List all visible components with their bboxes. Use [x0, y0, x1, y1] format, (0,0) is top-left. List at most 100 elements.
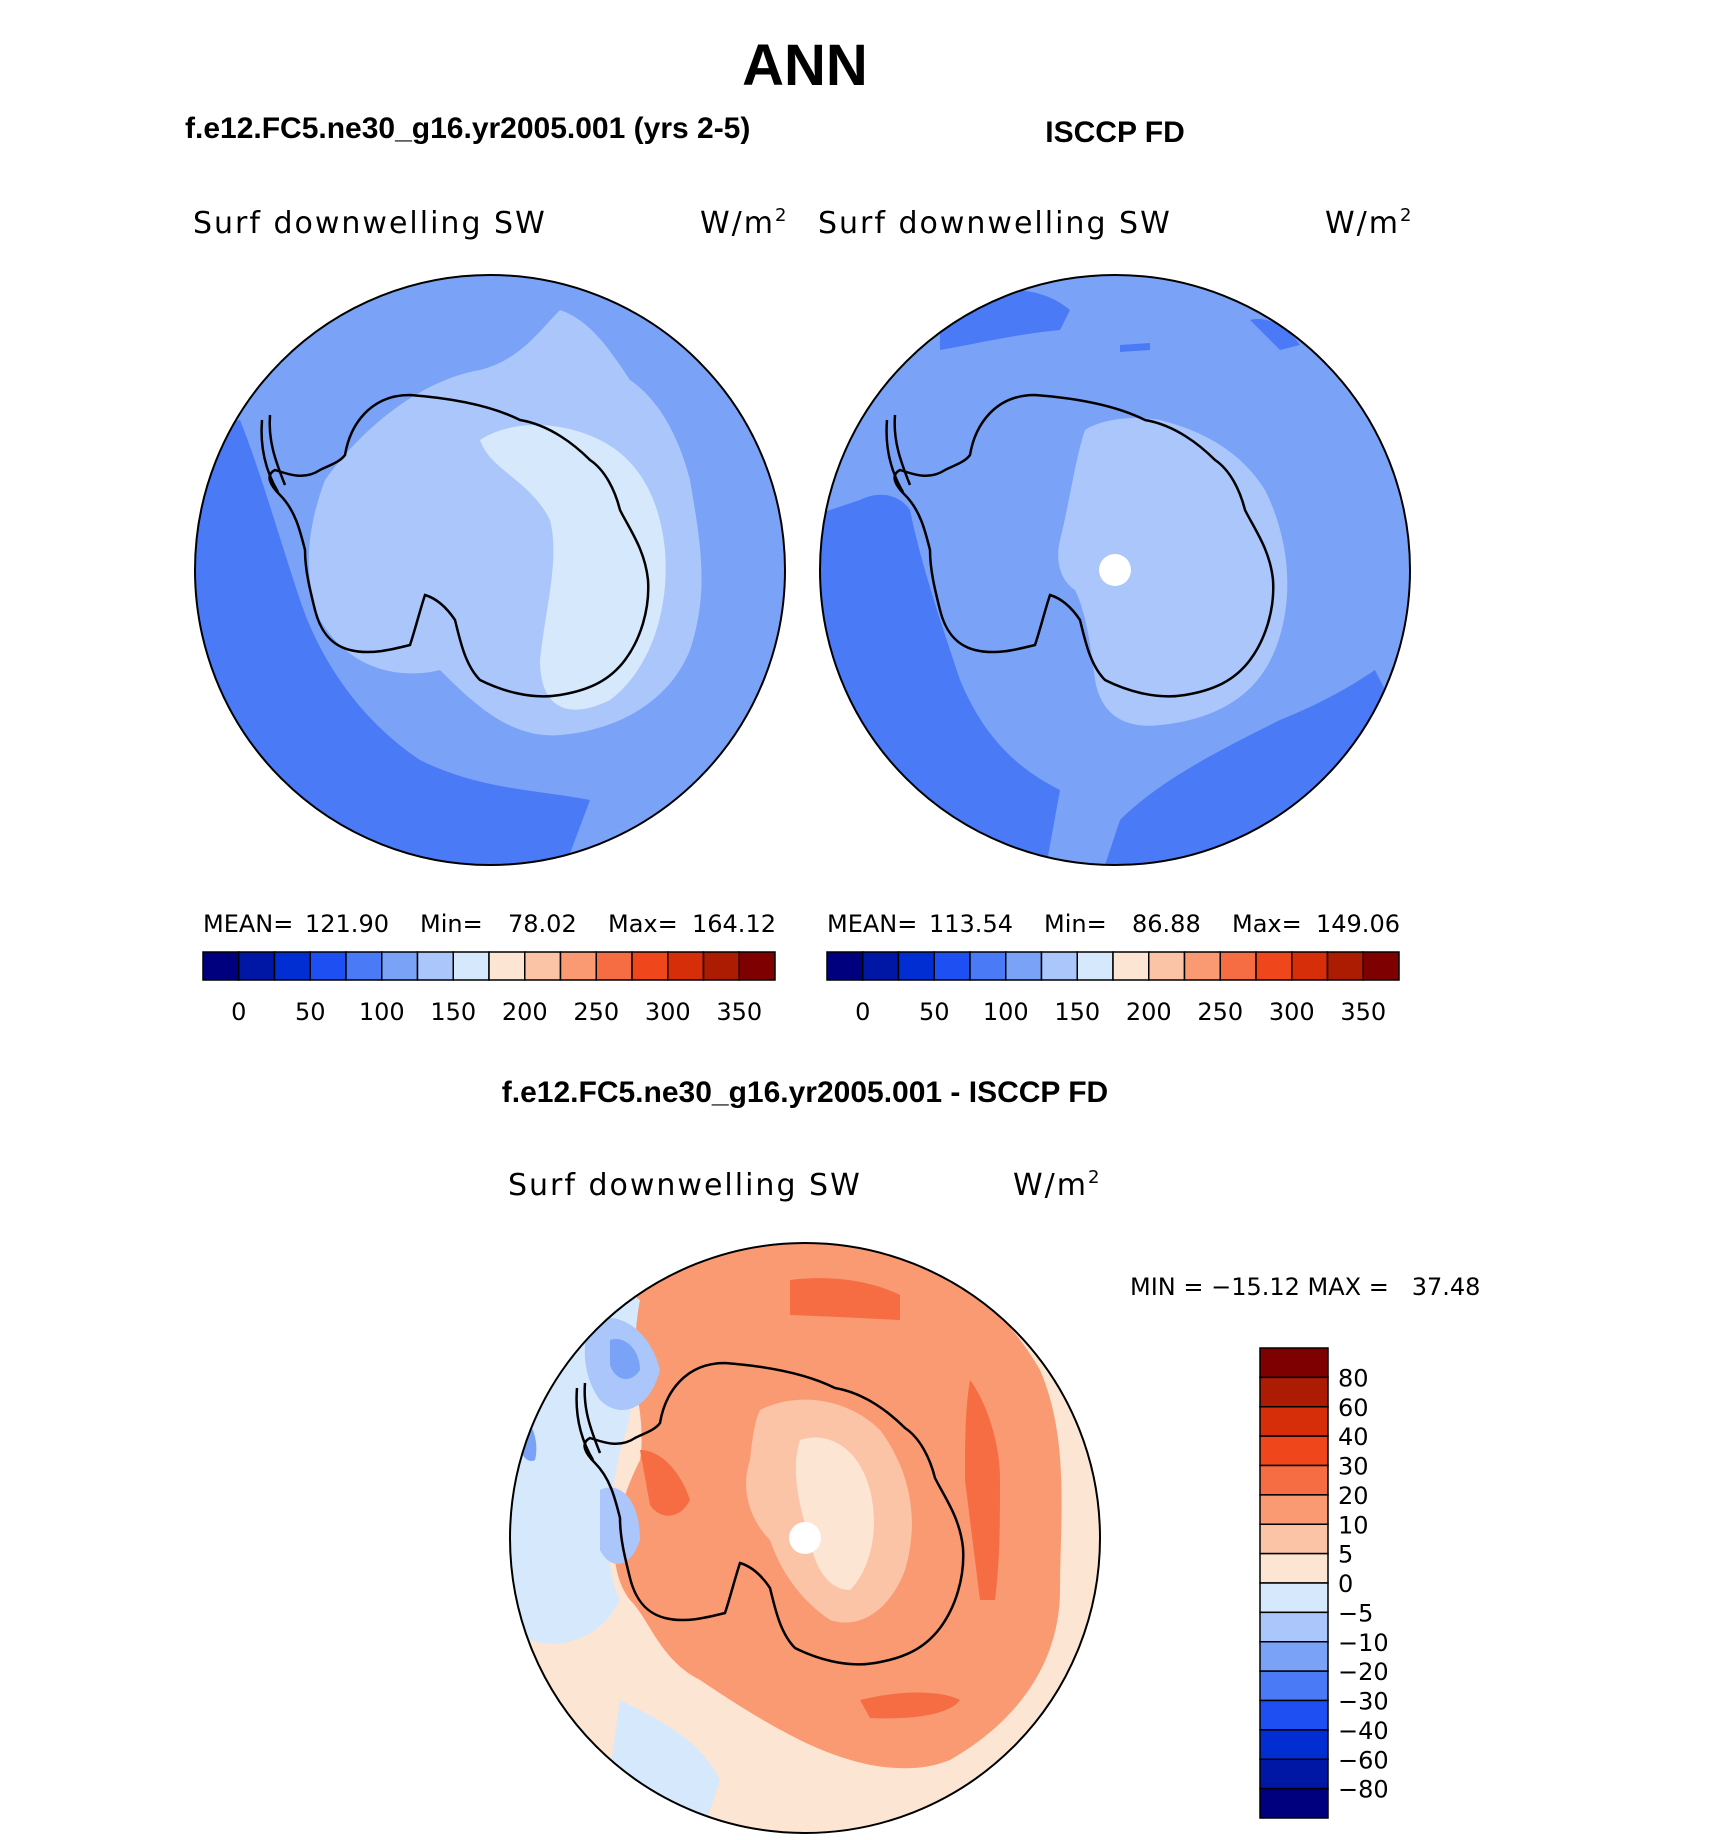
diff-colorbar-box-15 [1259, 1787, 1329, 1819]
obs-units-label: W/m2 [1325, 205, 1413, 241]
obs-colorbar-box-12 [1255, 951, 1293, 981]
diff-colorbar-label: −5 [1338, 1599, 1373, 1627]
diff-colorbar-box-11 [1259, 1670, 1329, 1702]
obs-colorbar-label: 300 [1269, 998, 1315, 1026]
diff-panel: Surf downwelling SW W/m2 MIN = −15.12 MA… [508, 1167, 1480, 1834]
diff-colorbar-box-13 [1259, 1729, 1329, 1760]
model-colorbar-box-5 [381, 951, 419, 981]
diff-colorbar-label: −20 [1338, 1658, 1389, 1686]
diff-colorbar-label: −30 [1338, 1688, 1389, 1716]
obs-min-label: Min= [1044, 910, 1107, 938]
diff-map-field-20-30-north [790, 1278, 900, 1320]
diff-missing-pole [789, 1522, 821, 1554]
diff-colorbar-label: 60 [1338, 1394, 1369, 1422]
model-colorbar-box-13 [667, 951, 705, 981]
obs-colorbar: 0 50 100 150 200 250 300 350 [826, 951, 1400, 1026]
model-colorbar-box-4 [345, 951, 383, 981]
diff-map-field-20-30-west [640, 1450, 690, 1516]
obs-colorbar-label: 200 [1126, 998, 1172, 1026]
model-mean-label: MEAN= [203, 910, 293, 938]
diff-colorbar-box-0 [1259, 1347, 1329, 1379]
model-colorbar-label: 300 [645, 998, 691, 1026]
obs-min-value: 86.88 [1132, 910, 1201, 938]
model-colorbar-box-2 [273, 951, 311, 981]
panel-right-title: ISCCP FD [1045, 116, 1184, 149]
obs-panel: Surf downwelling SW W/m2 MEAN= 113.54 Mi… [818, 205, 1413, 1026]
obs-colorbar-label: 350 [1340, 998, 1386, 1026]
obs-max-label: Max= [1232, 910, 1302, 938]
obs-colorbar-box-1 [862, 951, 900, 981]
model-min-value: 78.02 [508, 910, 577, 938]
model-colorbar-label: 0 [231, 998, 246, 1026]
panel-left-title: f.e12.FC5.ne30_g16.yr2005.001 (yrs 2-5) [185, 112, 750, 145]
diff-colorbar-box-4 [1259, 1464, 1329, 1496]
panel-diff-title: f.e12.FC5.ne30_g16.yr2005.001 - ISCCP FD [502, 1076, 1108, 1109]
model-colorbar-label: 50 [295, 998, 326, 1026]
model-colorbar-box-10 [559, 951, 597, 981]
obs-colorbar-box-13 [1291, 951, 1329, 981]
diff-colorbar-label: 5 [1338, 1541, 1353, 1569]
obs-colorbar-box-10 [1183, 951, 1221, 981]
obs-colorbar-box-14 [1326, 951, 1364, 981]
obs-colorbar-box-2 [897, 951, 935, 981]
model-colorbar-box-1 [238, 951, 276, 981]
obs-colorbar-box-0 [826, 951, 864, 981]
model-colorbar: 0 50 100 150 200 250 300 350 [202, 951, 776, 1026]
obs-map-border [819, 274, 1411, 866]
model-map-border [194, 274, 786, 866]
model-panel: Surf downwelling SW W/m2 MEAN= 121.90 Mi… [193, 205, 786, 1026]
obs-mean-value: 113.54 [929, 910, 1013, 938]
obs-colorbar-label: 250 [1197, 998, 1243, 1026]
model-map [195, 275, 785, 865]
obs-colorbar-box-7 [1076, 951, 1114, 981]
model-colorbar-box-0 [202, 951, 240, 981]
model-mean-value: 121.90 [305, 910, 389, 938]
obs-colorbar-label: 50 [919, 998, 950, 1026]
obs-colorbar-box-11 [1219, 951, 1257, 981]
diff-map [510, 1243, 1100, 1833]
model-colorbar-label: 100 [359, 998, 405, 1026]
obs-colorbar-label: 0 [855, 998, 870, 1026]
obs-colorbar-box-4 [969, 951, 1007, 981]
diff-map-border [509, 1242, 1101, 1834]
model-map-field-150-175 [480, 425, 666, 710]
obs-colorbar-box-8 [1112, 951, 1150, 981]
diff-colorbar-box-9 [1259, 1611, 1329, 1643]
diff-colorbar-label: 10 [1338, 1511, 1369, 1539]
diff-colorbar-box-5 [1259, 1494, 1329, 1525]
obs-map [820, 275, 1410, 865]
model-colorbar-box-3 [309, 951, 347, 981]
season-title: ANN [742, 33, 868, 98]
obs-colorbar-box-9 [1148, 951, 1186, 981]
model-colorbar-box-12 [631, 951, 669, 981]
diff-colorbar-label: 40 [1338, 1423, 1369, 1451]
diff-colorbar-box-6 [1259, 1523, 1329, 1555]
diff-colorbar-label: 0 [1338, 1570, 1353, 1598]
model-colorbar-label: 250 [573, 998, 619, 1026]
diff-colorbar-box-14 [1259, 1758, 1329, 1790]
obs-map-field-75-100-streak [1120, 343, 1150, 352]
diff-colorbar-box-2 [1259, 1406, 1329, 1437]
obs-colorbar-label: 150 [1054, 998, 1100, 1026]
model-variable-label: Surf downwelling SW [193, 206, 547, 241]
diff-map-field-20-30-east [965, 1380, 1000, 1600]
model-map-field-75-100-north [195, 370, 230, 440]
obs-colorbar-box-15 [1362, 951, 1400, 981]
obs-colorbar-box-6 [1040, 951, 1078, 981]
diff-map-field-20-30-south [860, 1692, 960, 1719]
diff-colorbar-box-8 [1259, 1582, 1329, 1614]
diff-colorbar-label: −40 [1338, 1717, 1389, 1745]
obs-colorbar-label: 100 [983, 998, 1029, 1026]
diff-map-field-0-5-interior [795, 1437, 874, 1590]
diff-minmax-text: MIN = −15.12 MAX = 37.48 [1130, 1273, 1480, 1301]
diff-map-field-m20-m10-west [610, 1339, 640, 1380]
diff-colorbar-box-7 [1259, 1552, 1329, 1584]
diff-colorbar-label: 30 [1338, 1453, 1369, 1481]
diff-colorbar-box-1 [1259, 1376, 1329, 1408]
diff-colorbar-label: −80 [1338, 1776, 1389, 1804]
obs-map-field-75-100-ne [1250, 319, 1300, 350]
obs-variable-label: Surf downwelling SW [818, 206, 1172, 241]
model-colorbar-box-6 [416, 951, 454, 981]
diff-colorbar-label: −10 [1338, 1629, 1389, 1657]
